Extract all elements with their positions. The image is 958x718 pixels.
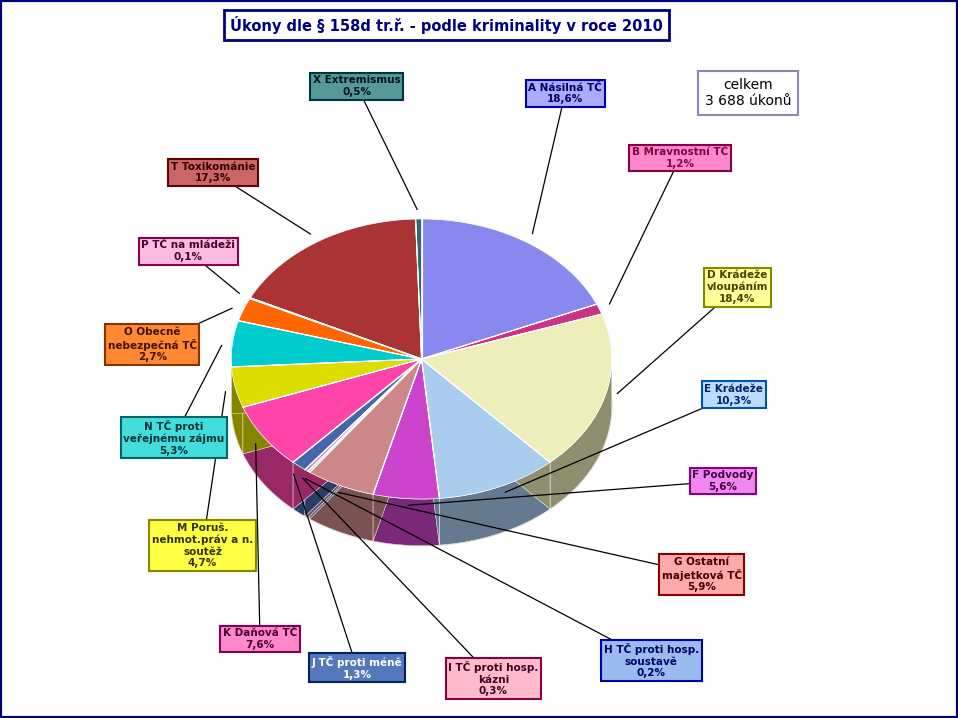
Polygon shape xyxy=(231,321,422,367)
Polygon shape xyxy=(231,266,612,546)
Text: B Mravnostní TČ
1,2%: B Mravnostní TČ 1,2% xyxy=(632,147,728,169)
Polygon shape xyxy=(308,471,309,519)
Polygon shape xyxy=(422,314,612,462)
Text: H TČ proti hosp.
soustavě
0,2%: H TČ proti hosp. soustavě 0,2% xyxy=(604,643,699,679)
Polygon shape xyxy=(422,219,597,359)
Text: Úkony dle § 158d tr.ř. - podle kriminality v roce 2010: Úkony dle § 158d tr.ř. - podle kriminali… xyxy=(230,16,663,34)
Text: T Toxikománie
17,3%: T Toxikománie 17,3% xyxy=(171,162,256,183)
Polygon shape xyxy=(309,359,422,519)
Polygon shape xyxy=(250,298,422,359)
Polygon shape xyxy=(250,219,422,359)
Polygon shape xyxy=(243,359,422,462)
Polygon shape xyxy=(305,359,422,516)
Polygon shape xyxy=(422,359,550,509)
Polygon shape xyxy=(308,359,422,518)
Polygon shape xyxy=(232,359,422,407)
Text: M Poruš.
nehmot.práv a n.
soutěž
4,7%: M Poruš. nehmot.práv a n. soutěž 4,7% xyxy=(152,523,253,569)
Polygon shape xyxy=(422,359,440,545)
Text: E Krádeže
10,3%: E Krádeže 10,3% xyxy=(704,384,764,406)
Polygon shape xyxy=(422,359,550,498)
Text: X Extremismus
0,5%: X Extremismus 0,5% xyxy=(313,75,400,97)
Text: P TČ na mládeži
0,1%: P TČ na mládeži 0,1% xyxy=(141,241,235,262)
Polygon shape xyxy=(305,359,422,471)
Polygon shape xyxy=(373,359,440,499)
Polygon shape xyxy=(422,359,440,545)
Text: A Násilná TČ
18,6%: A Násilná TČ 18,6% xyxy=(528,83,602,104)
Polygon shape xyxy=(293,359,422,509)
Polygon shape xyxy=(416,219,422,359)
Polygon shape xyxy=(440,462,550,545)
Polygon shape xyxy=(309,359,422,519)
Polygon shape xyxy=(422,359,550,509)
Polygon shape xyxy=(308,359,422,518)
Polygon shape xyxy=(309,359,422,495)
Polygon shape xyxy=(422,304,602,359)
Polygon shape xyxy=(243,407,293,509)
Polygon shape xyxy=(239,299,422,359)
Text: K Daňová TČ
7,6%: K Daňová TČ 7,6% xyxy=(223,628,297,650)
Text: O Obecně
nebezpečná TČ
2,7%: O Obecně nebezpečná TČ 2,7% xyxy=(107,327,197,363)
Text: I TČ proti hosp.
kázni
0,3%: I TČ proti hosp. kázni 0,3% xyxy=(448,661,538,696)
Polygon shape xyxy=(550,360,612,509)
Polygon shape xyxy=(232,359,422,414)
Polygon shape xyxy=(309,472,373,541)
Polygon shape xyxy=(293,462,305,516)
Polygon shape xyxy=(293,359,422,509)
Text: G Ostatní
majetková TČ
5,9%: G Ostatní majetková TČ 5,9% xyxy=(662,556,741,592)
Polygon shape xyxy=(373,359,422,541)
Polygon shape xyxy=(243,359,422,454)
Polygon shape xyxy=(305,470,308,518)
Text: J TČ proti méně
1,3%: J TČ proti méně 1,3% xyxy=(311,656,402,679)
Text: F Podvody
5,6%: F Podvody 5,6% xyxy=(693,470,754,492)
Polygon shape xyxy=(293,359,422,470)
Polygon shape xyxy=(305,359,422,516)
Polygon shape xyxy=(232,367,243,454)
Text: celkem
3 688 úkonů: celkem 3 688 úkonů xyxy=(705,78,791,108)
Polygon shape xyxy=(308,359,422,472)
Text: N TČ proti
veřejnému zájmu
5,3%: N TČ proti veřejnému zájmu 5,3% xyxy=(124,420,224,456)
Polygon shape xyxy=(243,359,422,454)
Text: D Krádeže
vloupáním
18,4%: D Krádeže vloupáním 18,4% xyxy=(707,270,768,304)
Polygon shape xyxy=(373,359,422,541)
Polygon shape xyxy=(373,495,440,546)
